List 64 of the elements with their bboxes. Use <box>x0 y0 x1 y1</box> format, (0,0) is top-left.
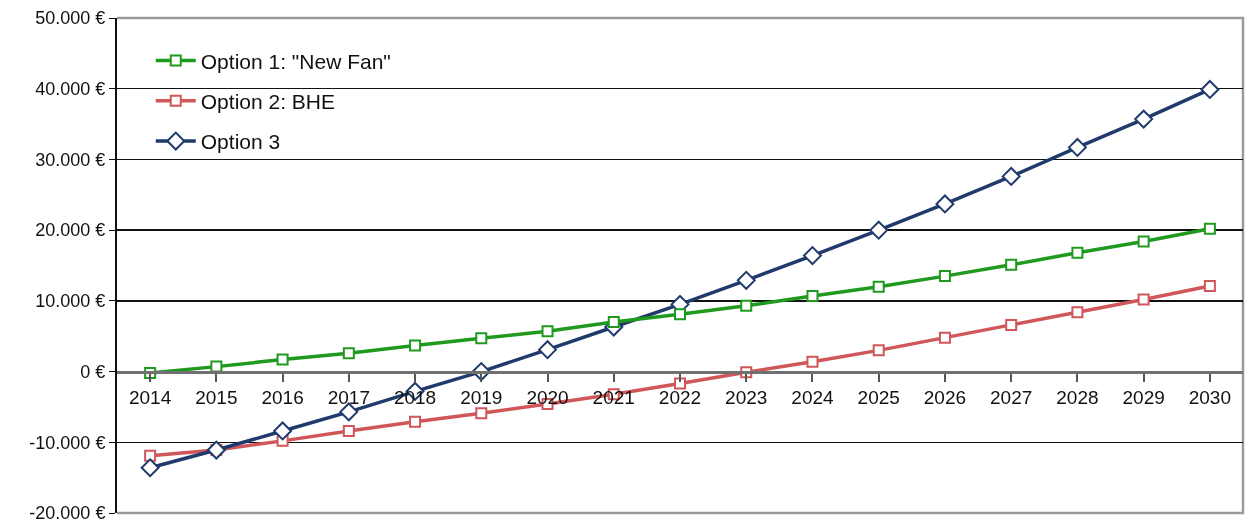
x-tick-label: 2025 <box>857 387 900 409</box>
legend-label: Option 1: "New Fan" <box>200 49 391 73</box>
y-tick-label: 10.000 € <box>35 291 106 312</box>
point <box>806 289 819 302</box>
point <box>1001 166 1021 186</box>
y-tick-label: 30.000 € <box>35 149 106 170</box>
point <box>409 339 422 352</box>
point <box>1137 293 1150 306</box>
y-tick-label: 50.000 € <box>35 8 106 29</box>
point <box>803 246 822 266</box>
x-tick-label: 2029 <box>1122 387 1165 409</box>
y-tick-label: -20.000 € <box>29 503 106 524</box>
x-tick-label: 2024 <box>791 387 835 409</box>
point <box>206 440 226 460</box>
point <box>674 308 686 321</box>
point <box>1137 235 1150 248</box>
point <box>1005 318 1018 331</box>
point <box>140 458 160 478</box>
point <box>935 194 955 214</box>
point <box>475 332 488 345</box>
point <box>674 377 686 390</box>
x-tick-label: 2022 <box>658 387 702 409</box>
point <box>938 270 951 283</box>
point <box>1067 137 1087 157</box>
point <box>740 299 753 312</box>
point <box>806 355 819 368</box>
x-tick-label: 2017 <box>327 387 370 409</box>
point <box>1200 79 1220 99</box>
x-tick-label: 2015 <box>195 387 238 409</box>
point <box>342 347 355 360</box>
point <box>276 353 289 366</box>
x-tick-label: 2030 <box>1188 387 1232 409</box>
point <box>872 280 885 293</box>
x-tick-label: 2014 <box>128 387 172 409</box>
point <box>475 407 488 420</box>
point <box>541 325 554 338</box>
x-tick-label: 2028 <box>1056 387 1099 409</box>
point <box>607 316 620 329</box>
point <box>869 220 889 240</box>
legend-label: Option 2: BHE <box>200 89 336 113</box>
point <box>736 270 756 290</box>
legend-label: Option 3 <box>200 130 281 154</box>
y-tick-label: 40.000 € <box>35 79 106 100</box>
x-tick-label: 2027 <box>990 387 1033 409</box>
y-tick-label: 20.000 € <box>35 220 106 241</box>
point <box>409 415 422 428</box>
point <box>342 424 355 437</box>
point <box>872 344 885 357</box>
point <box>339 402 359 422</box>
y-tick-label: 0 € <box>80 361 106 382</box>
point <box>1071 246 1084 259</box>
point <box>1005 258 1018 271</box>
point <box>938 331 951 344</box>
x-tick-label: 2016 <box>261 387 304 409</box>
x-tick-label: 2019 <box>460 387 503 409</box>
point <box>1203 222 1216 235</box>
point <box>538 340 557 360</box>
y-tick-label: -10.000 € <box>29 432 106 453</box>
point <box>1071 306 1084 319</box>
x-tick-label: 2026 <box>923 387 967 409</box>
point <box>1134 109 1154 129</box>
x-tick-label: 2023 <box>725 387 768 409</box>
point <box>273 421 293 441</box>
point <box>1203 280 1216 293</box>
